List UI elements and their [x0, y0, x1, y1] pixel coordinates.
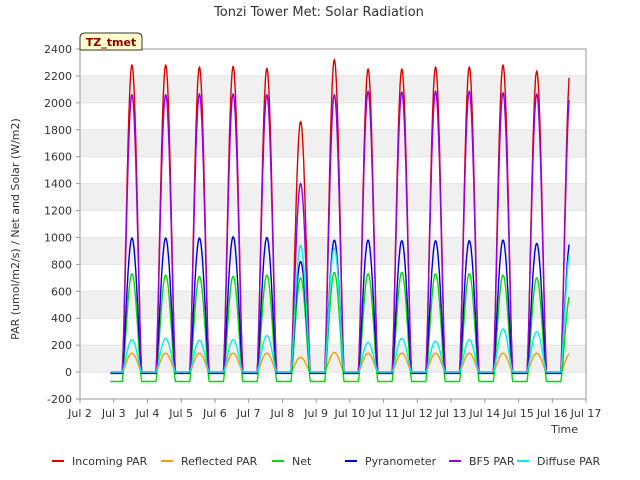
series-line — [110, 244, 570, 373]
grid-band — [80, 183, 586, 211]
x-tick-label: Jul 13 — [435, 407, 467, 420]
plot-frame — [79, 48, 587, 400]
x-tick-label: Jul 12 — [401, 407, 433, 420]
series-lines — [110, 58, 570, 383]
site-badge: TZ_tmet — [79, 32, 143, 51]
legend-label: BF5 PAR — [469, 455, 515, 468]
legend: Incoming PAR Reflected PAR Net Pyranometer B… — [52, 455, 601, 468]
site-badge-box — [79, 32, 143, 51]
y-axis-label: PAR (umol/m2/s) / Net and Solar (W/m2) — [9, 118, 22, 340]
y-tick-label: 1200 — [44, 205, 72, 218]
legend-label: Pyranometer — [365, 455, 437, 468]
y-tick-label: 2200 — [44, 70, 72, 83]
x-tick-label: Jul 8 — [270, 407, 295, 420]
x-tick-label: Jul 7 — [236, 407, 261, 420]
x-tick-label: Jul 11 — [367, 407, 399, 420]
y-tick-label: 2400 — [44, 43, 72, 56]
y-axis-ticks: -200 0 200 400 600 800 1000 1200 1400 1600 1800 200… — [44, 43, 80, 406]
series-line — [110, 271, 570, 383]
x-tick-label: Jul 9 — [303, 407, 328, 420]
y-tick-label: 800 — [51, 258, 72, 271]
x-tick-label: Jul 14 — [468, 407, 500, 420]
x-tick-label: Jul 2 — [67, 407, 92, 420]
y-tick-label: 200 — [51, 339, 72, 352]
legend-label: Reflected PAR — [181, 455, 258, 468]
chart-title: Tonzi Tower Met: Solar Radiation — [213, 5, 424, 20]
x-tick-label: Jul 15 — [502, 407, 534, 420]
y-tick-label: 1600 — [44, 151, 72, 164]
site-badge-label: TZ_tmet — [86, 36, 136, 49]
y-tick-label: 400 — [51, 312, 72, 325]
x-tick-label: Jul 3 — [101, 407, 126, 420]
y-tick-label: 600 — [51, 285, 72, 298]
x-tick-label: Jul 4 — [135, 407, 160, 420]
y-tick-label: 1400 — [44, 178, 72, 191]
x-tick-label: Jul 5 — [168, 407, 193, 420]
legend-label: Net — [292, 455, 312, 468]
legend-label: Incoming PAR — [72, 455, 148, 468]
x-tick-label: Jul 10 — [333, 407, 365, 420]
x-axis-label: Time — [550, 423, 578, 436]
y-tick-label: 2000 — [44, 97, 72, 110]
grid-band — [80, 129, 586, 157]
x-tick-label: Jul 16 — [536, 407, 568, 420]
x-tick-label: Jul 6 — [202, 407, 227, 420]
x-axis-ticks: Jul 2 Jul 3 Jul 4 Jul 5 Jul 6 Jul 7 Jul 8 Jul 9… — [67, 399, 601, 420]
x-tick-label: Jul 17 — [570, 407, 602, 420]
grid-band — [80, 345, 586, 373]
legend-label: Diffuse PAR — [537, 455, 601, 468]
y-tick-label: 1800 — [44, 124, 72, 137]
y-tick-label: 0 — [65, 366, 72, 379]
y-tick-label: -200 — [47, 393, 72, 406]
grid-band — [80, 291, 586, 319]
y-tick-label: 1000 — [44, 231, 72, 244]
